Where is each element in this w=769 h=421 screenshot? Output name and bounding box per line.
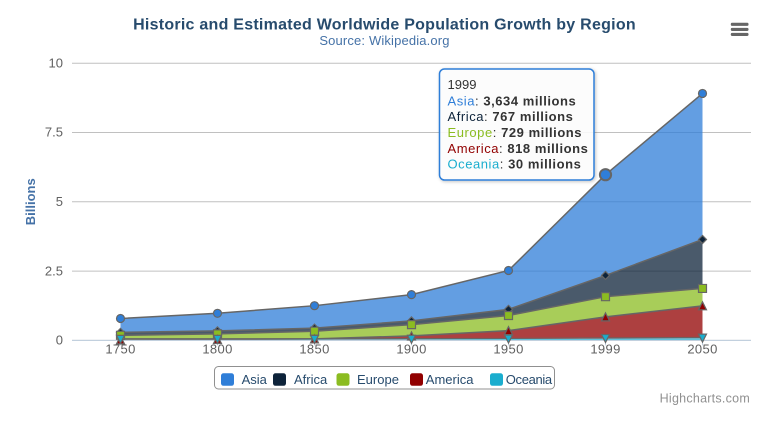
svg-text:Asia: Asia	[242, 372, 268, 387]
svg-text:1999: 1999	[448, 77, 477, 92]
svg-text:Europe: Europe	[357, 372, 399, 387]
svg-text:0: 0	[56, 333, 63, 348]
svg-text:1999: 1999	[590, 342, 620, 357]
svg-text:1750: 1750	[105, 342, 135, 357]
svg-text:America: 818 millions: America: 818 millions	[448, 141, 589, 156]
svg-text:5: 5	[56, 194, 63, 209]
svg-text:Oceania: Oceania	[506, 372, 553, 387]
svg-text:1900: 1900	[396, 342, 426, 357]
svg-text:1950: 1950	[493, 342, 523, 357]
svg-text:Oceania: 30 millions: Oceania: 30 millions	[448, 157, 582, 172]
svg-text:Asia: 3,634 millions: Asia: 3,634 millions	[448, 93, 577, 108]
svg-text:Africa: 767 millions: Africa: 767 millions	[448, 109, 574, 124]
svg-text:Historic and Estimated Worldwi: Historic and Estimated Worldwide Populat…	[133, 17, 636, 34]
svg-text:2.5: 2.5	[45, 263, 63, 278]
svg-text:7.5: 7.5	[45, 125, 63, 140]
svg-text:1850: 1850	[299, 342, 329, 357]
svg-text:1800: 1800	[202, 342, 232, 357]
svg-text:Billions: Billions	[23, 178, 38, 225]
svg-text:2050: 2050	[687, 342, 717, 357]
svg-text:Source: Wikipedia.org: Source: Wikipedia.org	[319, 33, 449, 48]
svg-text:Highcharts.com: Highcharts.com	[660, 392, 750, 406]
svg-text:Europe: 729 millions: Europe: 729 millions	[448, 125, 583, 140]
svg-text:10: 10	[49, 55, 63, 70]
svg-text:America: America	[426, 372, 474, 387]
svg-text:Africa: Africa	[294, 372, 328, 387]
